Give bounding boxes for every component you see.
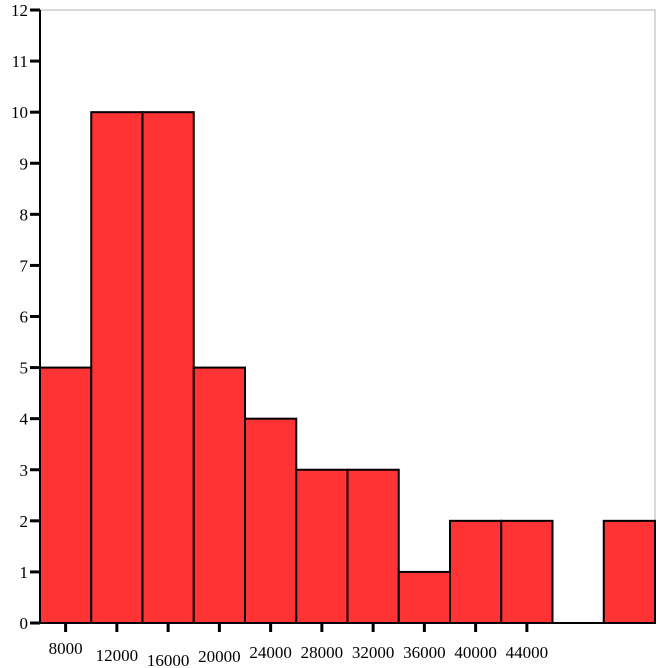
y-tick-label: 5	[20, 359, 29, 378]
histogram-bar-0	[39, 366, 93, 625]
x-tick-label: 40000	[454, 643, 497, 662]
histogram-bar-5	[295, 468, 349, 624]
y-tick-label: 11	[12, 52, 28, 71]
y-tick-label: 12	[11, 1, 28, 20]
histogram-bar-9	[500, 519, 554, 624]
y-tick-label: 6	[20, 308, 29, 327]
histogram-bar-1	[90, 111, 144, 625]
y-tick-label: 4	[20, 410, 29, 429]
y-tick-label: 8	[20, 205, 29, 224]
histogram-bar-4	[244, 417, 298, 624]
y-tick-label: 0	[20, 614, 29, 633]
x-tick-label: 24000	[249, 643, 292, 662]
y-tick-label: 9	[20, 154, 29, 173]
y-tick-label: 7	[20, 256, 29, 275]
x-tick-label: 28000	[301, 643, 344, 662]
x-tick-label: 32000	[352, 643, 395, 662]
histogram-bar-2	[141, 111, 195, 625]
y-tick-label: 2	[20, 512, 29, 531]
x-axis: 8000 12000 16000 20000 24000 28000 32000 36000 4…	[40, 622, 655, 668]
y-tick-label: 10	[11, 103, 28, 122]
x-tick-label: 12000	[96, 646, 139, 665]
histogram-bar-6	[346, 468, 400, 624]
histogram-bar-3	[192, 366, 246, 625]
y-tick-label: 1	[20, 563, 29, 582]
x-tick-label: 16000	[147, 651, 190, 668]
histogram-bar-7	[397, 570, 451, 625]
bars-group	[39, 111, 656, 625]
y-tick-label: 3	[20, 461, 29, 480]
x-tick-label: 44000	[506, 643, 549, 662]
histogram-bar-11	[602, 519, 656, 624]
histogram-bar-8	[449, 519, 503, 624]
x-tick-label: 8000	[49, 639, 83, 658]
x-tick-label: 36000	[403, 643, 446, 662]
x-tick-label: 20000	[198, 647, 241, 666]
